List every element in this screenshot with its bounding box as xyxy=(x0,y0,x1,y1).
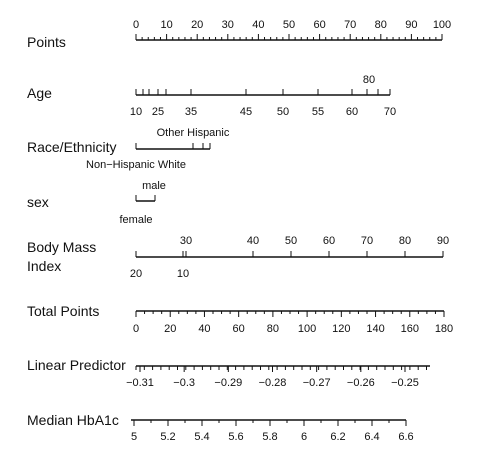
row-label-median-hba1c: Median HbA1c xyxy=(27,412,119,428)
tick-label: 80 xyxy=(399,235,411,247)
tick-label: −0.29 xyxy=(214,377,242,389)
tick-label: 60 xyxy=(346,106,358,118)
tick-label: 40 xyxy=(247,235,259,247)
tick-label: 90 xyxy=(405,19,417,31)
tick-label: 90 xyxy=(437,235,449,247)
tick-label: 60 xyxy=(323,235,335,247)
tick-label: 10 xyxy=(160,19,172,31)
tick-label: 5.8 xyxy=(262,431,277,443)
tick-label: 80 xyxy=(267,323,279,335)
tick-label: 6.2 xyxy=(330,431,345,443)
tick-label: −0.27 xyxy=(303,377,331,389)
category-label: male xyxy=(142,180,166,192)
tick-label: 160 xyxy=(401,323,419,335)
tick-label: 20 xyxy=(130,268,142,280)
row-label-linear-predictor: Linear Predictor xyxy=(27,357,126,373)
tick-label: 50 xyxy=(283,19,295,31)
tick-label: 0 xyxy=(133,19,139,31)
row-label-sex: sex xyxy=(27,194,49,210)
tick-label: −0.31 xyxy=(126,377,154,389)
tick-label: 120 xyxy=(332,323,350,335)
tick-label: 50 xyxy=(277,106,289,118)
tick-label: 45 xyxy=(240,106,252,118)
tick-label: 10 xyxy=(130,106,142,118)
tick-label: 35 xyxy=(185,106,197,118)
tick-label: 6.4 xyxy=(364,431,379,443)
tick-label: 100 xyxy=(298,323,316,335)
category-label: Non−Hispanic White xyxy=(86,159,186,171)
category-label: female xyxy=(119,214,152,226)
tick-label: 55 xyxy=(312,106,324,118)
tick-label: 10 xyxy=(177,268,189,280)
tick-label: 180 xyxy=(435,323,453,335)
tick-label: 40 xyxy=(198,323,210,335)
tick-label: 100 xyxy=(433,19,451,31)
row-label-race-ethnicity: Race/Ethnicity xyxy=(27,139,116,155)
tick-label: 50 xyxy=(285,235,297,247)
tick-label: 5.6 xyxy=(228,431,243,443)
tick-label: −0.26 xyxy=(347,377,375,389)
tick-label: 6.6 xyxy=(398,431,413,443)
tick-label: 140 xyxy=(366,323,384,335)
tick-label: −0.25 xyxy=(391,377,419,389)
row-label-points: Points xyxy=(27,34,66,50)
tick-label: 70 xyxy=(361,235,373,247)
tick-label: 5 xyxy=(131,431,137,443)
category-label: Other Hispanic xyxy=(157,127,230,139)
tick-label: 6 xyxy=(301,431,307,443)
tick-label: 5.2 xyxy=(160,431,175,443)
tick-label: −0.3 xyxy=(173,377,195,389)
tick-label: 70 xyxy=(384,106,396,118)
row-label-body-mass-index: Body Mass xyxy=(27,239,96,255)
tick-label: 80 xyxy=(375,19,387,31)
tick-label: 25 xyxy=(152,106,164,118)
tick-label: 5.4 xyxy=(194,431,209,443)
tick-label: 30 xyxy=(180,235,192,247)
tick-label: 40 xyxy=(252,19,264,31)
tick-label: 20 xyxy=(191,19,203,31)
tick-label: 0 xyxy=(133,323,139,335)
tick-label: 30 xyxy=(222,19,234,31)
row-label-age: Age xyxy=(27,85,52,101)
tick-label: 60 xyxy=(313,19,325,31)
tick-label: −0.28 xyxy=(259,377,287,389)
row-label-body-mass-index: Index xyxy=(27,258,61,274)
tick-label: 60 xyxy=(233,323,245,335)
tick-label: 70 xyxy=(344,19,356,31)
row-label-total-points: Total Points xyxy=(27,303,99,319)
tick-label: 20 xyxy=(164,323,176,335)
tick-label: 80 xyxy=(363,74,375,86)
